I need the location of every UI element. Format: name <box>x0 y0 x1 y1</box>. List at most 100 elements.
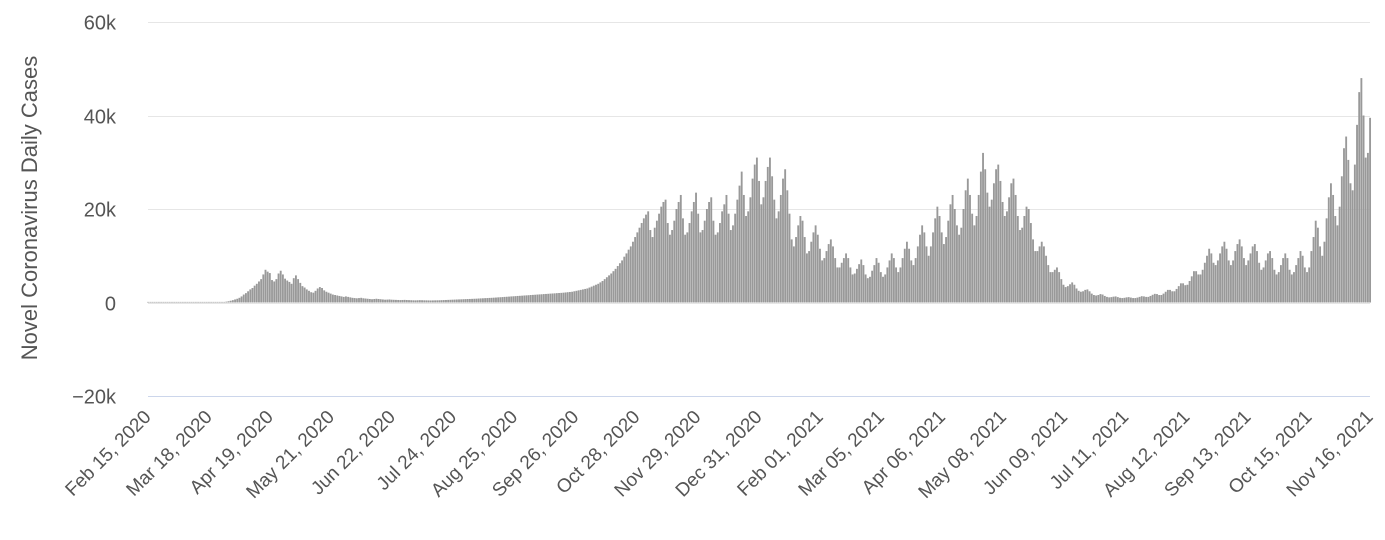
bar <box>984 169 987 303</box>
bar <box>177 301 180 303</box>
bar <box>721 211 724 303</box>
bar <box>840 262 843 303</box>
bar <box>492 297 495 303</box>
bar <box>1190 276 1193 303</box>
bar <box>658 213 660 303</box>
bar <box>429 300 432 303</box>
bar <box>273 281 276 303</box>
bar <box>194 301 197 303</box>
bar <box>1084 289 1087 303</box>
bar <box>1297 258 1300 303</box>
bar <box>1166 289 1169 303</box>
bar <box>599 282 602 303</box>
bar <box>938 216 941 303</box>
bar <box>710 197 713 303</box>
bar <box>886 267 889 303</box>
bar <box>555 293 558 303</box>
bar <box>714 234 717 303</box>
bar <box>1347 159 1350 303</box>
bar <box>677 201 680 303</box>
bar <box>281 274 284 303</box>
bar <box>790 239 793 303</box>
bar <box>158 301 160 303</box>
bar <box>762 197 765 303</box>
bar <box>525 295 528 303</box>
bar <box>753 164 756 303</box>
bar <box>712 220 715 303</box>
y-tick-label: 40k <box>84 107 117 129</box>
bar <box>1356 124 1358 303</box>
y-tick-label: 60k <box>84 13 117 35</box>
bar <box>1182 283 1185 303</box>
bar <box>323 290 326 303</box>
bar <box>271 280 273 303</box>
bar <box>625 253 628 303</box>
bar <box>1251 246 1254 303</box>
bar <box>771 176 774 303</box>
bar <box>1232 260 1235 303</box>
bar <box>879 272 882 303</box>
bar <box>747 211 750 303</box>
bar <box>1284 253 1287 303</box>
bar <box>223 301 226 303</box>
bar <box>1229 265 1232 303</box>
bar <box>1156 294 1158 303</box>
bar <box>1258 262 1261 303</box>
bar <box>1293 272 1295 303</box>
bar <box>627 249 630 303</box>
bar <box>638 227 641 303</box>
bar <box>908 248 911 303</box>
bar <box>1042 246 1045 303</box>
bar <box>210 301 213 303</box>
bar <box>253 285 256 303</box>
bar <box>914 258 917 303</box>
bar <box>371 299 373 303</box>
bar <box>947 220 950 303</box>
bar <box>1179 283 1182 303</box>
bar <box>558 293 560 303</box>
bar <box>1077 290 1080 303</box>
bar <box>1103 295 1106 303</box>
bar <box>1066 286 1069 303</box>
bar <box>849 267 852 303</box>
bar <box>1301 255 1304 303</box>
bar <box>875 258 878 303</box>
bar <box>475 298 478 303</box>
bar <box>1127 297 1130 303</box>
bar <box>1029 223 1032 303</box>
bar <box>573 291 576 303</box>
bar <box>623 256 626 303</box>
bar <box>1121 298 1124 303</box>
bar <box>464 299 467 303</box>
bar <box>742 194 745 303</box>
bar <box>1036 251 1039 303</box>
bar <box>166 301 169 303</box>
bar <box>168 301 171 303</box>
bar <box>575 290 578 303</box>
bar <box>1010 183 1013 303</box>
bar <box>529 295 532 303</box>
bar <box>1071 282 1074 303</box>
bar <box>1216 260 1219 303</box>
bar <box>197 301 200 303</box>
bar <box>375 298 378 303</box>
bar <box>488 297 491 303</box>
bar <box>895 267 897 303</box>
bar <box>969 194 971 303</box>
bar <box>716 232 719 303</box>
bar <box>436 300 439 303</box>
bar <box>312 292 315 303</box>
bar <box>523 295 526 303</box>
bar <box>1056 267 1058 303</box>
bar <box>1206 255 1208 303</box>
bar <box>1162 293 1165 303</box>
bar <box>829 239 832 303</box>
bar <box>368 298 371 303</box>
bar <box>518 295 521 303</box>
bar <box>534 294 537 303</box>
bar <box>966 178 969 303</box>
bar <box>1153 293 1156 303</box>
bar <box>173 301 176 303</box>
bar <box>758 180 761 303</box>
